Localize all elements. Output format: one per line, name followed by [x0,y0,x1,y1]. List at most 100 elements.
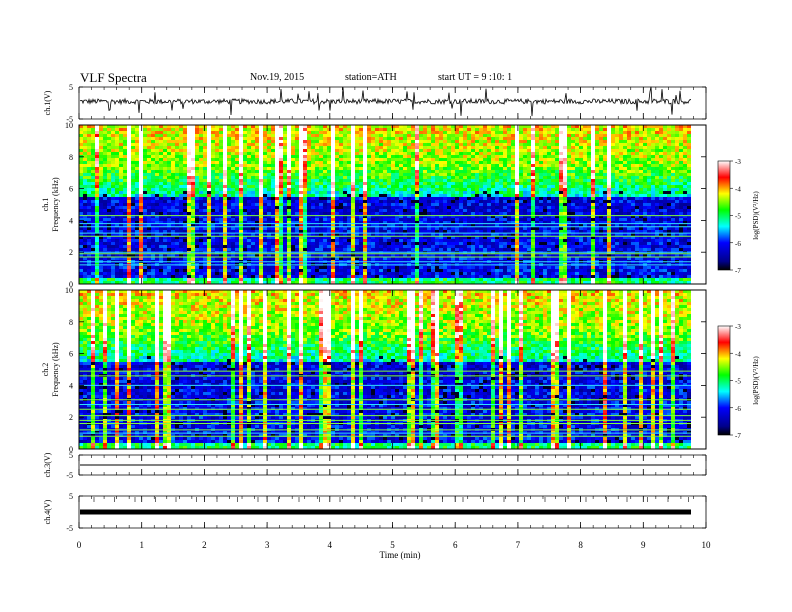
ch1-cell [319,206,323,209]
ch1-cell [147,191,151,194]
ch1-cell [319,176,323,179]
ch1-cell [515,218,519,221]
ch1-cell [143,125,147,128]
ch1-cell [103,176,107,179]
ch1-cell [583,206,587,209]
ch1-cell [291,167,295,170]
ch1-cell [187,146,191,149]
ch1-cell [543,209,547,212]
ch1-cell [175,125,179,128]
ch1-cell [339,197,343,200]
ch1-cell [651,191,655,194]
ch1-cell [295,185,299,188]
ch1-cell [451,155,455,158]
ch1-cell [375,176,379,179]
ch1-cell [503,176,507,179]
ch1-cell [99,128,103,131]
ch1-cell [407,155,411,158]
ch1-cell [555,218,559,221]
ch1-cell [431,134,435,137]
ch1-cell [539,206,543,209]
ch1-cell [307,125,311,128]
ch1-cell [255,197,259,200]
ch1-cell [503,209,507,212]
ch1-cell [175,155,179,158]
ch1-cell [619,149,623,152]
ch1-cell [555,197,559,200]
ch1-cell [211,191,215,194]
ch1-cell [267,137,271,140]
ch1-cell [155,140,159,143]
ch1-cell [339,185,343,188]
ch1-cell [379,155,383,158]
ch1-cell [579,173,583,176]
ch1-cell [507,218,511,221]
ch1-cell [195,152,199,155]
ch1-cell [471,176,475,179]
ch1-cell [359,149,363,152]
ch1-cell [419,140,423,143]
ch1-cell [123,197,127,200]
ch1-cell [223,137,227,140]
ch1-cell [403,203,407,206]
ch1-cell [371,197,375,200]
ch1-cell [671,143,675,146]
ch1-cell [419,167,423,170]
ch1-cell [295,155,299,158]
ch1-cell [475,188,479,191]
ch1-cell [563,152,567,155]
ch1-cell [551,131,555,134]
ch1-cell [375,218,379,221]
ch1-cell [283,179,287,182]
ch1-cell [487,200,491,203]
ch1-cell [343,170,347,173]
ch1-cell [203,155,207,158]
ch1-cell [191,191,195,194]
ch1-cell [447,206,451,209]
ch1-cell [275,146,279,149]
ch1-cell [187,131,191,134]
ch1-cell [603,161,607,164]
ch1-cell [671,170,675,173]
ch1-cell [171,200,175,203]
ch1-cell [607,200,611,203]
ch1-cell [351,161,355,164]
ch1-cell [595,152,599,155]
ch1-cell [215,176,219,179]
ch1-cell [399,164,403,167]
ch1-cell [575,182,579,185]
ch1-cell [583,164,587,167]
ch1-cell [607,179,611,182]
ch1-cell [223,194,227,197]
ch1-cell [243,206,247,209]
ch1-cell [95,188,99,191]
ch1-cell [547,134,551,137]
ch1-cell [599,182,603,185]
ch1-cell [303,176,307,179]
ch1-cell [119,164,123,167]
ch1-cell [667,209,671,212]
ch1-cell [423,164,427,167]
ch1-cell [639,212,643,215]
ch1-cell [123,191,127,194]
ch1-cell [263,164,267,167]
ch1-cell [307,203,311,206]
ch1-cell [535,179,539,182]
ch1-cell [447,155,451,158]
ch1-cell [663,203,667,206]
ch1-cell [259,191,263,194]
ch1-cell [515,164,519,167]
ch1-cell [183,209,187,212]
ch1-cell [607,161,611,164]
ch1-cell [319,161,323,164]
ch1-cell [551,218,555,221]
ch1-cell [411,191,415,194]
ch1-cell [267,125,271,128]
ch1-cell [151,173,155,176]
ch1-cell [487,203,491,206]
ch1-cell [95,143,99,146]
ch1-cell [479,176,483,179]
ch1-cell [399,191,403,194]
ch1-cell [151,134,155,137]
ch1-cell [191,134,195,137]
